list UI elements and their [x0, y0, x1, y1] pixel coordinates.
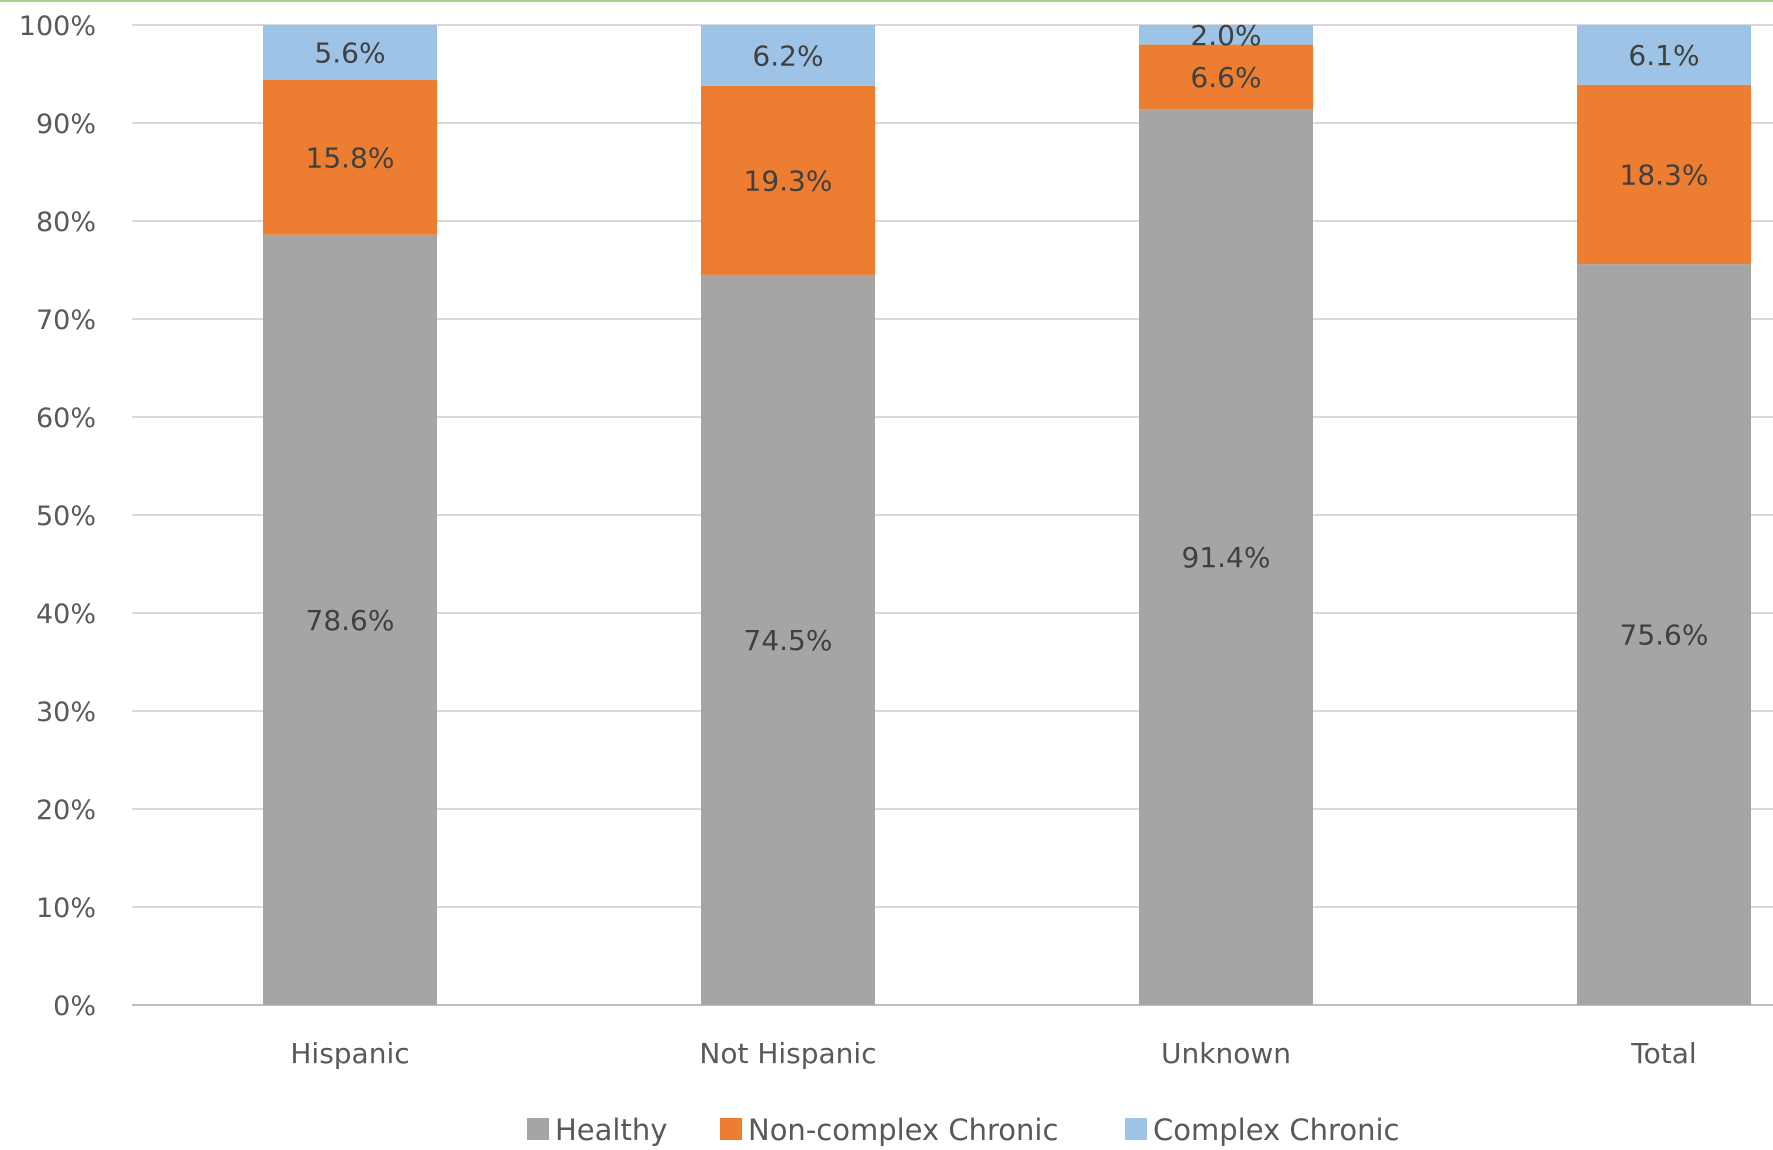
data-label: 6.2%: [752, 39, 823, 72]
bar-segment: [1139, 25, 1313, 45]
data-label: 2.0%: [1190, 19, 1261, 52]
x-category-label: Unknown: [1161, 1037, 1291, 1070]
y-tick-label: 100%: [19, 11, 96, 42]
x-category-label: Not Hispanic: [699, 1037, 876, 1070]
y-axis-ticks: 0% 10% 20% 30% 40% 50% 60% 70% 80% 90% 100%: [19, 11, 96, 1022]
bar-segment: [1577, 264, 1751, 1005]
y-tick-label: 0%: [53, 991, 96, 1022]
data-label: 18.3%: [1620, 158, 1709, 191]
x-axis-categories: Hispanic Not Hispanic Unknown Total: [290, 1037, 1696, 1070]
data-label: 15.8%: [306, 141, 395, 174]
data-label: 75.6%: [1620, 619, 1709, 652]
legend-label: Healthy: [555, 1113, 667, 1147]
y-tick-label: 10%: [36, 893, 96, 924]
bar-segment: [1577, 84, 1751, 265]
data-labels: 78.6% 15.8% 5.6% 74.5% 19.3% 6.2% 91.4% 6.6% 2.0…: [306, 19, 1709, 657]
bar-segment: [263, 234, 437, 1006]
x-category-label: Total: [1630, 1037, 1696, 1070]
x-category-label: Hispanic: [290, 1037, 409, 1070]
legend-label: Non-complex Chronic: [748, 1113, 1058, 1147]
y-tick-label: 50%: [36, 501, 96, 532]
legend-label: Complex Chronic: [1153, 1113, 1399, 1147]
y-tick-label: 30%: [36, 697, 96, 728]
bar-segment: [263, 79, 437, 235]
bar-segment: [701, 274, 875, 1005]
bar-segment: [1577, 25, 1751, 85]
legend-swatch: [720, 1118, 742, 1140]
y-tick-label: 20%: [36, 795, 96, 826]
y-tick-label: 80%: [36, 207, 96, 238]
y-tick-label: 60%: [36, 403, 96, 434]
legend-swatch: [1125, 1118, 1147, 1140]
bar-segment: [1139, 109, 1313, 1005]
data-label: 91.4%: [1182, 541, 1271, 574]
y-tick-label: 40%: [36, 599, 96, 630]
data-label: 19.3%: [744, 164, 833, 197]
data-label: 78.6%: [306, 604, 395, 637]
bar-segment: [1139, 44, 1313, 110]
data-label: 6.1%: [1628, 39, 1699, 72]
y-tick-label: 70%: [36, 305, 96, 336]
data-label: 74.5%: [744, 624, 833, 657]
legend-swatch: [527, 1118, 549, 1140]
bar-segment: [701, 85, 875, 275]
data-label: 5.6%: [314, 36, 385, 69]
y-tick-label: 90%: [36, 109, 96, 140]
legend: Healthy Non-complex Chronic Complex Chroni…: [527, 1113, 1399, 1147]
bar-segment: [263, 25, 437, 80]
bars: [263, 25, 1751, 1006]
bar-segment: [701, 25, 875, 86]
data-label: 6.6%: [1190, 61, 1261, 94]
